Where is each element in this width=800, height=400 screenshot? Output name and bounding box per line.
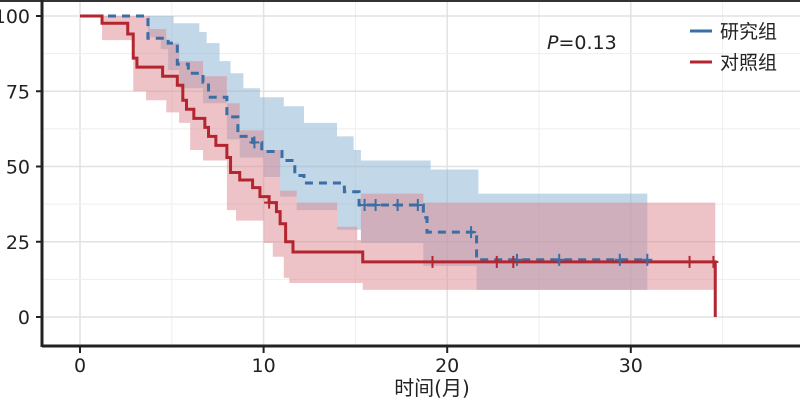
y-tick-label: 100 — [0, 6, 30, 28]
x-tick-label: 20 — [435, 355, 459, 377]
confidence-bands — [80, 16, 716, 290]
legend-label-study: 研究组 — [720, 21, 777, 43]
x-tick-label: 30 — [619, 355, 643, 377]
censor-mark-study — [370, 199, 381, 212]
censor-mark-control — [508, 255, 519, 268]
survival-curves — [80, 14, 717, 317]
survival-curve-study — [80, 14, 648, 262]
censor-mark-study — [554, 253, 565, 266]
censor-mark-study — [466, 226, 477, 239]
censor-mark-control — [427, 255, 438, 268]
censor-mark-study — [642, 253, 653, 266]
censor-mark-study — [249, 136, 260, 149]
legend-label-control: 对照组 — [720, 52, 777, 74]
censor-mark-control — [264, 196, 275, 209]
p-label: P — [547, 32, 559, 54]
ci-band-control — [80, 16, 716, 290]
censor-mark-control — [684, 255, 695, 268]
x-axis-title: 时间(月) — [394, 376, 470, 400]
x-tick-label: 0 — [74, 355, 86, 377]
censor-mark-study — [359, 199, 370, 212]
y-tick-label: 25 — [6, 232, 30, 254]
y-tick-label: 0 — [18, 307, 30, 329]
p-value-annotation: P=0.13 — [547, 32, 617, 54]
x-ticks: 0 10 20 30 — [74, 346, 643, 377]
x-tick-label: 10 — [252, 355, 276, 377]
censor-mark-study — [392, 199, 403, 212]
svg-text:P=0.13: P=0.13 — [547, 32, 617, 54]
censor-mark-study — [412, 199, 423, 212]
censor-mark-control — [491, 255, 502, 268]
axes — [0, 0, 800, 348]
survival-curve-control — [80, 14, 717, 317]
y-tick-label: 50 — [6, 157, 30, 179]
censor-mark-control — [708, 255, 719, 268]
censor-marks — [249, 136, 719, 268]
p-value: =0.13 — [558, 32, 616, 54]
censor-mark-study — [614, 253, 625, 266]
legend: 研究组 对照组 — [690, 21, 777, 74]
y-tick-label: 75 — [6, 81, 30, 103]
y-ticks: 0 25 50 75 100 — [0, 6, 42, 329]
